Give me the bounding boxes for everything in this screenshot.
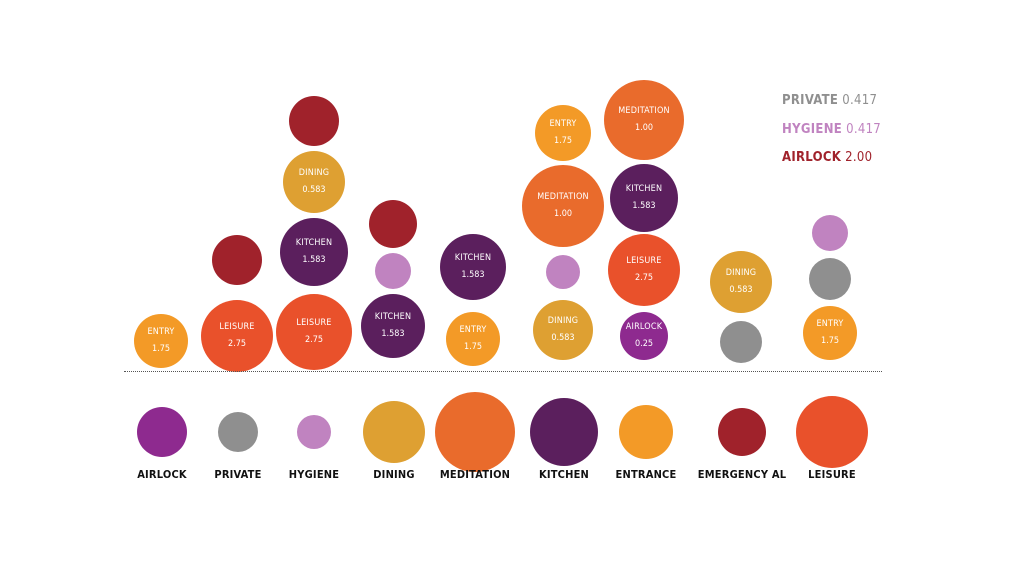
bubble-leisure: LEISURE 2.75 bbox=[201, 300, 273, 372]
bubble-entrance: ENTRY 1.75 bbox=[446, 312, 500, 366]
bubble-value: 1.75 bbox=[553, 136, 573, 146]
bubble-airlock: AIRLOCK 0.25 bbox=[620, 312, 668, 360]
bubble-emergency-airlock bbox=[289, 96, 339, 146]
bubble-label: KITCHEN bbox=[374, 312, 412, 322]
key-swatch-entrance bbox=[619, 405, 673, 459]
key-label: PRIVATE bbox=[214, 468, 262, 481]
bubble-value: 0.583 bbox=[302, 185, 326, 195]
legend-value: 0.417 bbox=[842, 93, 878, 108]
key-label: AIRLOCK bbox=[137, 468, 187, 481]
bubble-kitchen: KITCHEN 1.583 bbox=[440, 234, 506, 300]
bubble-label: ENTRY bbox=[816, 319, 844, 329]
bubble-label: KITCHEN bbox=[295, 238, 333, 248]
bubble-meditation: MEDITATION 1.00 bbox=[522, 165, 604, 247]
key-swatch-airlock bbox=[137, 407, 187, 457]
key-swatch-kitchen bbox=[530, 398, 598, 466]
bubble-entrance: ENTRY 1.75 bbox=[134, 314, 188, 368]
legend-label: AIRLOCK bbox=[782, 150, 842, 165]
bubble-label: AIRLOCK bbox=[625, 322, 663, 332]
bubble-leisure: LEISURE 2.75 bbox=[276, 294, 352, 370]
bubble-label: MEDITATION bbox=[618, 106, 670, 116]
legend-value: 0.417 bbox=[846, 122, 882, 137]
bubble-label: DINING bbox=[725, 268, 757, 278]
key-swatch-private bbox=[218, 412, 258, 452]
bubble-entrance: ENTRY 1.75 bbox=[803, 306, 857, 360]
bubble-value: 1.00 bbox=[553, 209, 573, 219]
key-label: DINING bbox=[373, 468, 415, 481]
bubble-label: LEISURE bbox=[219, 322, 255, 332]
bubble-value: 1.00 bbox=[634, 123, 654, 133]
bubble-value: 1.75 bbox=[463, 342, 483, 352]
bubble-label: ENTRY bbox=[459, 325, 487, 335]
bubble-value: 1.583 bbox=[381, 329, 405, 339]
bubble-entrance: ENTRY 1.75 bbox=[535, 105, 591, 161]
key-swatch-leisure bbox=[796, 396, 868, 468]
bubble-value: 2.75 bbox=[304, 335, 324, 345]
bubble-meditation: MEDITATION 1.00 bbox=[604, 80, 684, 160]
bubble-private bbox=[809, 258, 851, 300]
bubble-value: 0.25 bbox=[634, 339, 654, 349]
legend-label: HYGIENE bbox=[782, 122, 843, 137]
key-swatch-emergency-airlock bbox=[718, 408, 766, 456]
key-swatch-hygiene bbox=[297, 415, 331, 449]
key-swatch-meditation bbox=[435, 392, 515, 472]
bubble-dining: DINING 0.583 bbox=[710, 251, 772, 313]
bubble-value: 2.75 bbox=[634, 273, 654, 283]
bubble-value: 0.583 bbox=[551, 333, 575, 343]
bubble-kitchen: KITCHEN 1.583 bbox=[610, 164, 678, 232]
bubble-value: 1.75 bbox=[151, 344, 171, 354]
legend-item: AIRLOCK 2.00 bbox=[782, 150, 872, 166]
bubble-private bbox=[720, 321, 762, 363]
key-label: MEDITATION bbox=[439, 468, 511, 481]
bubble-leisure: LEISURE 2.75 bbox=[608, 234, 680, 306]
bubble-label: LEISURE bbox=[296, 318, 332, 328]
key-label: ENTRANCE bbox=[615, 468, 677, 481]
bubble-value: 1.75 bbox=[820, 336, 840, 346]
bubble-value: 1.583 bbox=[302, 255, 326, 265]
bubble-dining: DINING 0.583 bbox=[533, 300, 593, 360]
legend-label: PRIVATE bbox=[782, 93, 839, 108]
bubble-emergency-airlock bbox=[369, 200, 417, 248]
legend-value: 2.00 bbox=[845, 150, 873, 165]
bubble-hygiene bbox=[812, 215, 848, 251]
bubble-hygiene bbox=[375, 253, 411, 289]
bubble-label: LEISURE bbox=[626, 256, 662, 266]
bubble-label: DINING bbox=[298, 168, 330, 178]
bubble-value: 2.75 bbox=[227, 339, 247, 349]
bubble-value: 1.583 bbox=[632, 201, 656, 211]
legend-item: HYGIENE 0.417 bbox=[782, 122, 881, 138]
legend-item: PRIVATE 0.417 bbox=[782, 93, 877, 109]
bubble-label: DINING bbox=[547, 316, 579, 326]
bubble-label: ENTRY bbox=[147, 327, 175, 337]
dotted-divider bbox=[124, 371, 882, 372]
bubble-emergency-airlock bbox=[212, 235, 262, 285]
bubble-value: 1.583 bbox=[461, 270, 485, 280]
key-label: LEISURE bbox=[808, 468, 856, 481]
bubble-dining: DINING 0.583 bbox=[283, 151, 345, 213]
bubble-hygiene bbox=[546, 255, 580, 289]
bubble-label: ENTRY bbox=[549, 119, 577, 129]
bubble-label: MEDITATION bbox=[537, 192, 589, 202]
key-label: HYGIENE bbox=[288, 468, 340, 481]
bubble-kitchen: KITCHEN 1.583 bbox=[280, 218, 348, 286]
key-swatch-dining bbox=[363, 401, 425, 463]
bubble-kitchen: KITCHEN 1.583 bbox=[361, 294, 425, 358]
bubble-label: KITCHEN bbox=[454, 253, 492, 263]
bubble-label: KITCHEN bbox=[625, 184, 663, 194]
bubble-value: 0.583 bbox=[729, 285, 753, 295]
key-label: EMERGENCY AL bbox=[697, 468, 787, 481]
key-label: KITCHEN bbox=[538, 468, 590, 481]
